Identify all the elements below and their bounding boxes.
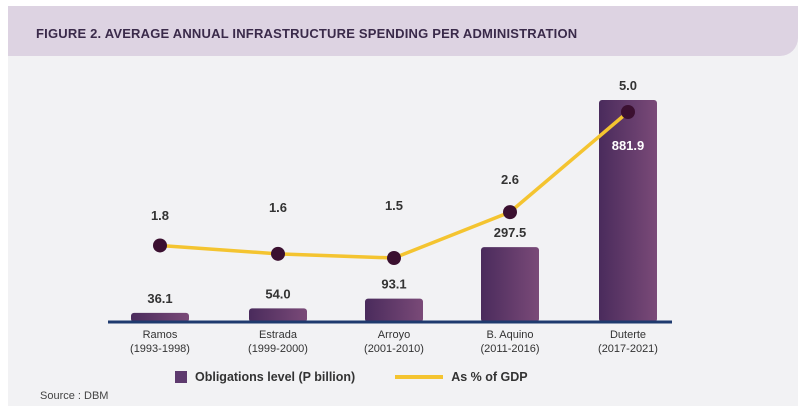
legend-label-bars: Obligations level (P billion) bbox=[195, 370, 356, 384]
gdp-value-label-2: 1.5 bbox=[385, 198, 403, 213]
category-label-4: Duterte bbox=[610, 329, 646, 341]
gdp-value-label-4: 5.0 bbox=[619, 78, 637, 93]
bar-2 bbox=[365, 298, 423, 322]
category-label-3: B. Aquino bbox=[486, 329, 533, 341]
gdp-marker-2 bbox=[387, 251, 401, 265]
category-label-0: Ramos bbox=[143, 329, 178, 341]
legend-label-line: As % of GDP bbox=[451, 370, 528, 384]
legend: Obligations level (P billion) As % of GD… bbox=[175, 370, 528, 384]
figure-header: FIGURE 2. AVERAGE ANNUAL INFRASTRUCTURE … bbox=[8, 6, 798, 56]
legend-swatch-line bbox=[395, 375, 444, 379]
category-years-4: (2017-2021) bbox=[598, 343, 658, 355]
gdp-value-label-3: 2.6 bbox=[501, 172, 519, 187]
category-years-1: (1999-2000) bbox=[248, 343, 308, 355]
bar-value-label-2: 93.1 bbox=[381, 277, 406, 292]
bar-0 bbox=[131, 312, 189, 322]
bar-value-label-3: 297.5 bbox=[494, 225, 527, 240]
category-years-3: (2011-2016) bbox=[480, 343, 539, 355]
bar-3 bbox=[481, 247, 539, 322]
figure-title: FIGURE 2. AVERAGE ANNUAL INFRASTRUCTURE … bbox=[36, 26, 578, 41]
category-label-2: Arroyo bbox=[378, 329, 410, 341]
chart-frame bbox=[8, 6, 798, 406]
bar-1 bbox=[249, 308, 307, 322]
bar-4 bbox=[599, 100, 657, 322]
gdp-marker-4 bbox=[621, 105, 635, 119]
bar-value-label-0: 36.1 bbox=[147, 291, 172, 306]
gdp-value-label-0: 1.8 bbox=[151, 208, 169, 223]
source-note: Source : DBM bbox=[40, 390, 109, 402]
gdp-value-label-1: 1.6 bbox=[269, 200, 287, 215]
category-years-0: (1993-1998) bbox=[130, 343, 190, 355]
category-label-1: Estrada bbox=[259, 329, 298, 341]
gdp-marker-0 bbox=[153, 238, 167, 253]
bar-value-label-4: 881.9 bbox=[612, 138, 645, 153]
gdp-marker-3 bbox=[503, 205, 517, 220]
bar-value-label-1: 54.0 bbox=[265, 286, 290, 301]
gdp-line bbox=[159, 110, 630, 260]
category-years-2: (2001-2010) bbox=[364, 343, 424, 355]
legend-swatch-bars bbox=[175, 371, 187, 383]
gdp-marker-1 bbox=[271, 246, 285, 261]
